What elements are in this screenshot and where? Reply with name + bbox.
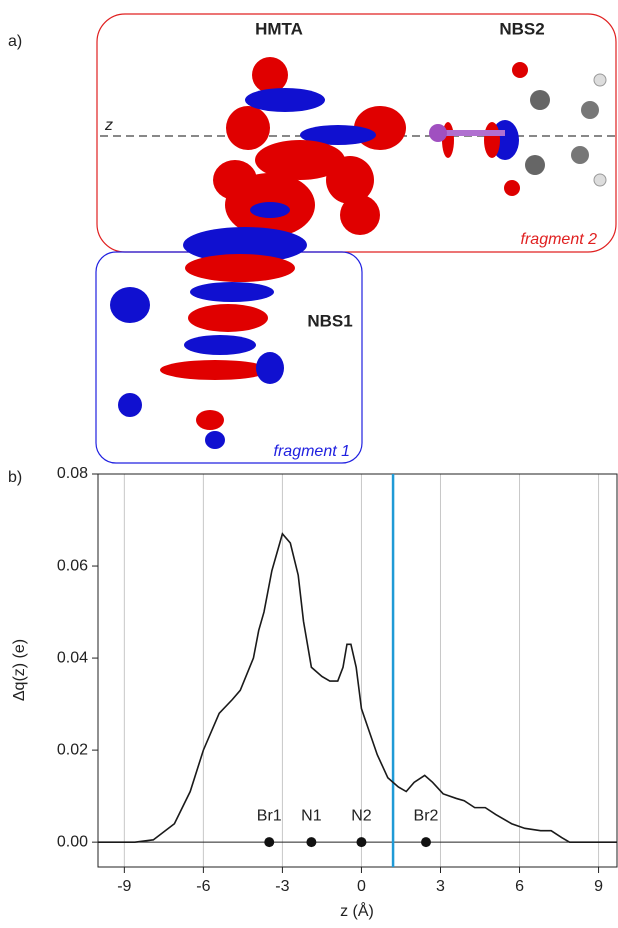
data-line [98,532,617,843]
plot-frame [97,473,618,868]
fragment-1-label: fragment 1 [274,443,350,460]
panel-a: a) [8,13,617,464]
atom-point [264,837,275,848]
atom-label: N2 [351,807,372,824]
x-tick-label: -6 [196,878,210,895]
density-blobs [110,57,519,449]
atom-label: Br2 [414,807,439,824]
fragment-2-box [96,13,617,253]
x-tick-label: -9 [117,878,131,895]
fragment-2-label: fragment 2 [521,231,598,248]
panel-label: b) [8,469,22,486]
y-axis-label: Δq(z) (e) [11,639,28,701]
nbs2-atoms [429,62,607,196]
x-tick-label: -3 [275,878,289,895]
atom-point [420,837,431,848]
x-tick-label: 9 [594,878,603,895]
atom-label: Br1 [257,807,282,824]
y-tick-label: 0.08 [57,465,88,482]
x-tick-label: 3 [436,878,445,895]
x-tick-label: 6 [515,878,524,895]
nbs2-label: NBS2 [499,19,544,38]
y-tick-label: 0.04 [57,649,88,666]
panel-b: b) z (Å) Δq(z) (e) [8,469,374,920]
atom-point [306,837,317,848]
x-tick-label: 0 [357,878,366,895]
y-tick-label: 0.00 [57,833,88,850]
hmta-label: HMTA [255,19,303,38]
panel-label: a) [8,33,22,50]
atom-label: N1 [301,807,322,824]
nbs1-label: NBS1 [307,311,352,330]
z-label: z [104,117,113,134]
atom-point [356,837,367,848]
y-tick-label: 0.06 [57,557,88,574]
y-tick-label: 0.02 [57,741,88,758]
x-axis-label: z (Å) [340,901,374,920]
